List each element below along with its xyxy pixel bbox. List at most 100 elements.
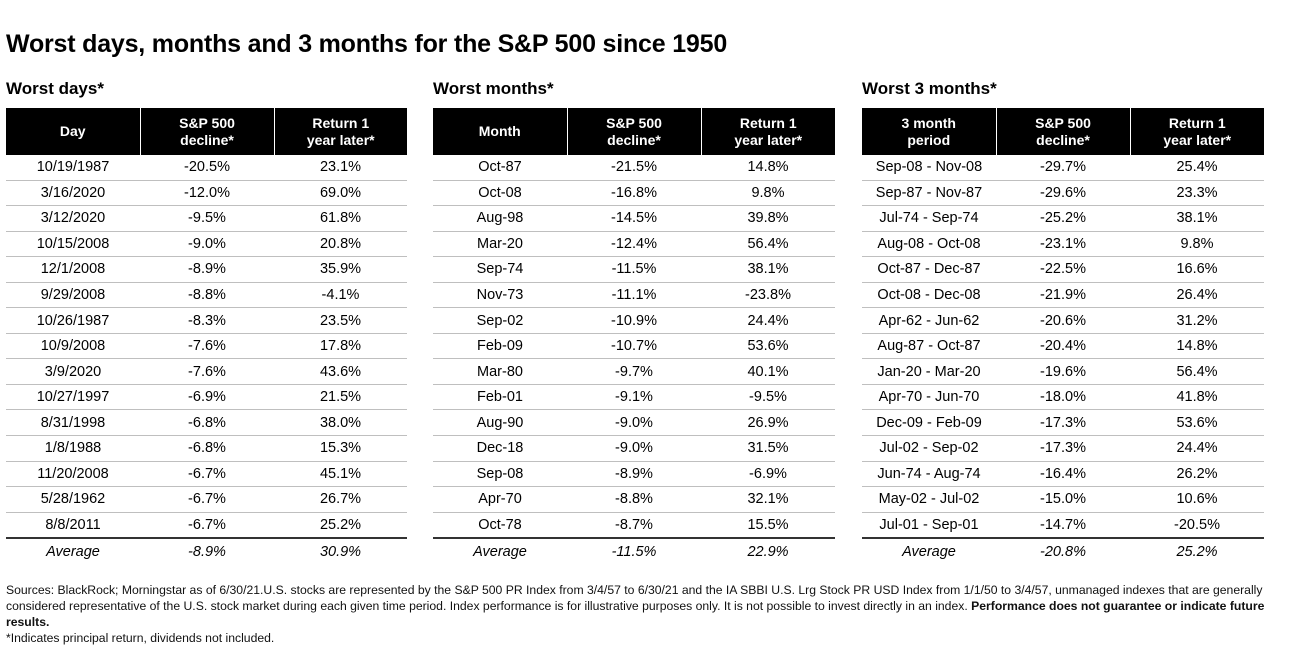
table-cell: 9/29/2008: [6, 282, 140, 309]
table-cell: -7.6%: [140, 333, 274, 360]
table-cell: -6.8%: [140, 409, 274, 437]
table-cell: Feb-09: [433, 333, 567, 360]
table-cell: Sep-02: [433, 307, 567, 334]
table-row: Oct-87 -21.5% 14.8%: [433, 155, 835, 181]
table-cell: -9.1%: [567, 384, 701, 411]
table-row: 8/8/2011 -6.7% 25.2%: [6, 512, 407, 540]
table-cell: Aug-98: [433, 205, 567, 232]
table-cell: -6.8%: [140, 435, 274, 462]
table-cell: -8.9%: [140, 256, 274, 283]
table-row: Aug-08 - Oct-08 -23.1% 9.8%: [862, 231, 1264, 258]
table-cell: -9.0%: [140, 231, 274, 258]
table-cell: 17.8%: [274, 333, 407, 360]
table-row: 11/20/2008 -6.7% 45.1%: [6, 461, 407, 488]
table-cell: 3/16/2020: [6, 180, 140, 207]
table-cell: 40.1%: [701, 358, 835, 385]
table-cell: -14.5%: [567, 205, 701, 232]
table-cell: 8/8/2011: [6, 512, 140, 540]
table-row: 3/12/2020 -9.5% 61.8%: [6, 205, 407, 232]
table-cell: -25.2%: [996, 205, 1130, 232]
table-cell: -10.7%: [567, 333, 701, 360]
column-header: S&P 500 decline*: [995, 108, 1130, 155]
table-cell: Jun-74 - Aug-74: [862, 461, 996, 488]
table-cell: 26.9%: [701, 409, 835, 437]
average-cell: -11.5%: [611, 544, 657, 561]
table-cell: 35.9%: [274, 256, 407, 283]
table-row: Jan-20 - Mar-20 -19.6% 56.4%: [862, 358, 1264, 385]
worst-3-months-panel: Worst 3 months* 3 month period S&P 500 de…: [862, 78, 1264, 565]
table-row: Oct-87 - Dec-87 -22.5% 16.6%: [862, 256, 1264, 283]
table-cell: 9.8%: [1130, 231, 1264, 258]
table-cell: -9.5%: [140, 205, 274, 232]
table-cell: 10/27/1997: [6, 384, 140, 411]
table-cell: Sep-08: [433, 461, 567, 488]
table-cell: Aug-87 - Oct-87: [862, 333, 996, 360]
header-row: Month S&P 500 decline* Return 1 year later…: [433, 108, 835, 155]
table-row: Sep-08 -8.9% -6.9%: [433, 461, 835, 488]
table-row: Aug-98 -14.5% 39.8%: [433, 205, 835, 232]
table-cell: -10.9%: [567, 307, 701, 334]
table-cell: 53.6%: [1130, 409, 1264, 437]
table-row: 10/19/1987 -20.5% 23.1%: [6, 155, 407, 181]
table-cell: -9.0%: [567, 409, 701, 437]
average-cell: 22.9%: [747, 544, 789, 561]
table-cell: -19.6%: [996, 358, 1130, 385]
worst-months-table: Month S&P 500 decline* Return 1 year later…: [433, 108, 835, 565]
column-header: Month: [433, 108, 567, 155]
table-row: Feb-09 -10.7% 53.6%: [433, 333, 835, 360]
table-row: 10/26/1987 -8.3% 23.5%: [6, 307, 407, 334]
table-cell: 11/20/2008: [6, 461, 140, 488]
table-cell: 32.1%: [701, 486, 835, 513]
table-cell: -15.0%: [996, 486, 1130, 513]
average-cell: Average: [902, 544, 956, 561]
table-row: 10/27/1997 -6.9% 21.5%: [6, 384, 407, 411]
performance-disclaimer: Performance does not guarantee or indica…: [6, 599, 1265, 629]
table-cell: 15.3%: [274, 435, 407, 462]
table-row: 1/8/1988 -6.8% 15.3%: [6, 435, 407, 462]
table-cell: 31.5%: [701, 435, 835, 462]
table-cell: -14.7%: [996, 512, 1130, 540]
table-cell: 56.4%: [1130, 358, 1264, 385]
table-cell: Sep-74: [433, 256, 567, 283]
table-cell: -16.8%: [567, 180, 701, 207]
table-cell: 45.1%: [274, 461, 407, 488]
table-cell: -21.5%: [567, 155, 701, 181]
table-cell: Sep-08 - Nov-08: [862, 155, 996, 181]
table-cell: -9.5%: [701, 384, 835, 411]
table-cell: 9.8%: [701, 180, 835, 207]
table-cell: -20.5%: [1130, 512, 1264, 540]
table-cell: -29.7%: [996, 155, 1130, 181]
table-cell: Oct-78: [433, 512, 567, 540]
table-cell: 14.8%: [701, 155, 835, 181]
table-cell: -17.3%: [996, 435, 1130, 462]
table-cell: -20.6%: [996, 307, 1130, 334]
average-row: Average -11.5% 22.9%: [433, 538, 835, 565]
table-cell: Apr-70 - Jun-70: [862, 384, 996, 411]
table-cell: -8.8%: [567, 486, 701, 513]
table-cell: 25.2%: [274, 512, 407, 540]
average-cell: Average: [46, 544, 100, 561]
sources-text: Sources: BlackRock; Morningstar as of 6/…: [6, 582, 1296, 630]
panel-heading: Worst months*: [433, 79, 554, 98]
table-cell: Oct-87 - Dec-87: [862, 256, 996, 283]
table-cell: -23.8%: [701, 282, 835, 309]
table-row: May-02 - Jul-02 -15.0% 10.6%: [862, 486, 1264, 513]
table-row: 3/9/2020 -7.6% 43.6%: [6, 358, 407, 385]
table-cell: -6.9%: [140, 384, 274, 411]
table-cell: 43.6%: [274, 358, 407, 385]
table-cell: 39.8%: [701, 205, 835, 232]
table-cell: -11.1%: [567, 282, 701, 309]
table-cell: 38.1%: [701, 256, 835, 283]
table-row: Apr-70 -8.8% 32.1%: [433, 486, 835, 513]
table-row: Apr-62 - Jun-62 -20.6% 31.2%: [862, 307, 1264, 334]
table-cell: -17.3%: [996, 409, 1130, 437]
table-cell: -8.7%: [567, 512, 701, 540]
column-header: Return 1 year later*: [1129, 108, 1264, 155]
table-cell: -29.6%: [996, 180, 1130, 207]
table-row: Mar-80 -9.7% 40.1%: [433, 358, 835, 385]
table-cell: Jul-02 - Sep-02: [862, 435, 996, 462]
table-cell: Feb-01: [433, 384, 567, 411]
table-row: Feb-01 -9.1% -9.5%: [433, 384, 835, 411]
table-cell: 3/12/2020: [6, 205, 140, 232]
average-cell: -8.9%: [188, 544, 226, 561]
